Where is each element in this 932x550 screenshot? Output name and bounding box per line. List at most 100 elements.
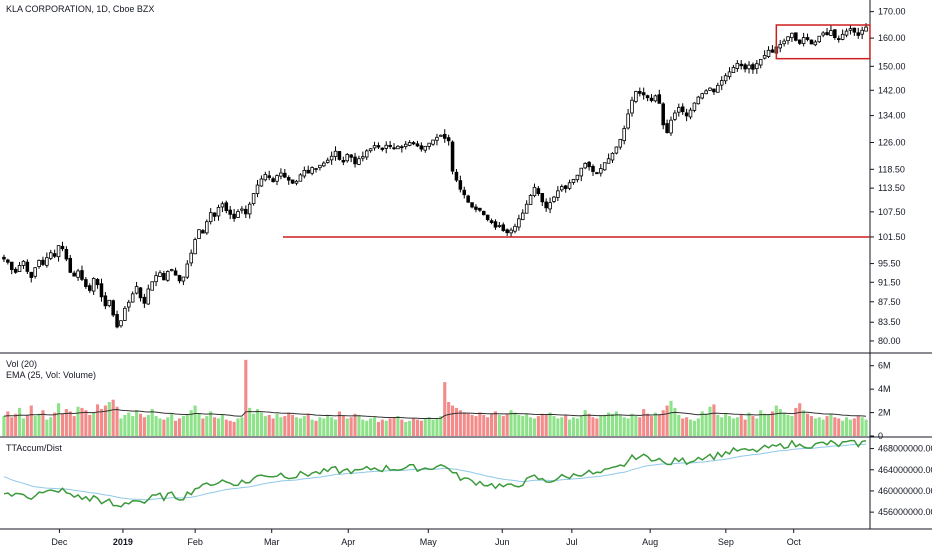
candle[interactable] [103,291,108,310]
candle[interactable] [614,146,619,155]
candle[interactable] [290,179,295,185]
candle[interactable] [563,184,568,193]
candle[interactable] [158,270,162,277]
candle[interactable] [696,95,701,105]
candle[interactable] [380,147,385,152]
candle[interactable] [458,175,463,193]
candle[interactable] [29,271,34,283]
candle[interactable] [403,141,408,150]
candle[interactable] [427,142,431,150]
time-axis[interactable]: Dec 2019 Feb Mar Apr May Jun Jul Aug Sep Oct [51,529,801,547]
candle[interactable] [400,144,404,153]
candle[interactable] [325,157,330,164]
candle[interactable] [770,45,775,53]
candle[interactable] [88,283,92,293]
candle[interactable] [645,94,650,102]
candle[interactable] [497,221,502,229]
candle[interactable] [848,24,853,35]
candle[interactable] [162,270,166,281]
candle[interactable] [755,60,759,74]
candle[interactable] [560,184,564,192]
candle[interactable] [716,82,720,93]
candle[interactable] [735,60,740,72]
candle[interactable] [829,25,833,36]
candle[interactable] [314,167,318,173]
candle[interactable] [567,179,572,191]
candle[interactable] [353,152,357,168]
candle[interactable] [493,219,498,230]
candle[interactable] [372,141,377,151]
candle[interactable] [201,228,205,234]
candle[interactable] [536,186,541,196]
candle[interactable] [517,214,521,231]
candle[interactable] [661,102,665,130]
candle[interactable] [513,223,517,234]
candle[interactable] [411,140,416,146]
candle[interactable] [220,201,225,213]
candle[interactable] [45,252,49,268]
candle[interactable] [622,125,626,145]
candle[interactable] [419,142,424,152]
candle[interactable] [123,306,127,321]
candle[interactable] [634,90,638,104]
candle[interactable] [860,26,864,40]
candle[interactable] [723,73,728,85]
candle[interactable] [462,186,467,199]
candle[interactable] [283,168,287,179]
candle[interactable] [396,145,400,150]
candle[interactable] [52,249,57,259]
candle[interactable] [692,102,697,113]
candle[interactable] [56,245,61,262]
candle[interactable] [657,89,662,104]
candle[interactable] [606,153,611,164]
candle[interactable] [528,194,533,205]
candle[interactable] [817,35,822,43]
candle[interactable] [599,164,603,177]
candle[interactable] [544,198,548,212]
candle[interactable] [442,129,447,143]
candle[interactable] [6,258,10,265]
candle[interactable] [786,36,790,45]
candle[interactable] [505,228,509,236]
candle[interactable] [33,267,37,279]
candle[interactable] [134,281,139,295]
candle[interactable] [185,260,190,279]
candle[interactable] [329,151,334,165]
candle[interactable] [337,151,342,161]
candle[interactable] [454,169,459,183]
candle[interactable] [844,28,849,38]
candle[interactable] [439,134,443,137]
candle[interactable] [751,62,755,74]
candle[interactable] [719,76,724,91]
candle[interactable] [708,87,712,91]
candle[interactable] [9,261,14,275]
candle[interactable] [267,170,271,181]
candle[interactable] [548,197,552,214]
candle[interactable] [111,299,115,318]
candle[interactable] [119,320,123,328]
candle[interactable] [95,278,100,289]
candle[interactable] [481,210,486,216]
candle[interactable] [630,96,634,117]
candle[interactable] [294,179,299,186]
candle[interactable] [388,140,392,149]
candle[interactable] [173,267,178,276]
candle[interactable] [64,246,69,262]
candle[interactable] [166,270,170,282]
candle[interactable] [216,204,221,221]
candle[interactable] [306,165,310,174]
candle[interactable] [177,274,182,284]
candle[interactable] [189,249,193,267]
candle[interactable] [115,310,119,329]
candle[interactable] [840,29,845,41]
candle[interactable] [99,278,104,302]
candle[interactable] [60,241,65,252]
candle[interactable] [298,173,303,182]
candle[interactable] [2,254,6,262]
volume-series[interactable] [2,359,868,436]
candle[interactable] [431,139,435,146]
candle[interactable] [684,108,689,122]
candle[interactable] [224,200,229,214]
candle[interactable] [232,209,236,222]
candle[interactable] [205,219,209,235]
